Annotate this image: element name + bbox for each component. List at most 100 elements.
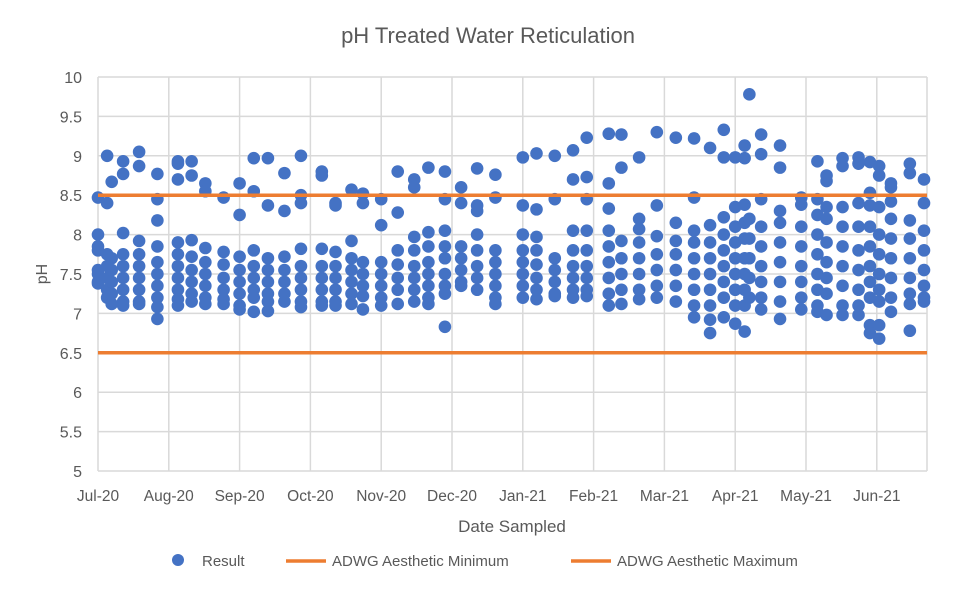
x-tick-label: Jun-21 — [853, 488, 900, 505]
data-point — [717, 228, 731, 241]
data-point — [132, 259, 146, 273]
data-point — [516, 228, 530, 241]
data-point — [247, 271, 261, 285]
data-point — [773, 312, 787, 326]
data-point — [743, 271, 756, 285]
data-point — [566, 291, 580, 304]
data-point — [278, 295, 291, 308]
data-point — [703, 326, 717, 340]
data-point — [171, 173, 185, 186]
legend-result-label: Result — [202, 553, 245, 570]
data-point — [329, 283, 342, 297]
data-point — [116, 248, 130, 261]
data-point — [863, 259, 877, 273]
data-point — [105, 251, 119, 265]
data-point — [422, 240, 435, 253]
data-point — [185, 233, 198, 247]
data-point — [580, 170, 594, 184]
data-point — [917, 196, 931, 210]
y-tick-label: 9.5 — [60, 109, 82, 126]
data-point — [754, 259, 768, 273]
data-point — [345, 263, 358, 277]
data-point — [703, 236, 717, 249]
data-point — [917, 224, 931, 237]
data-point — [703, 251, 717, 265]
data-point — [903, 214, 917, 227]
data-point — [345, 183, 358, 196]
data-point — [863, 220, 877, 234]
data-point — [422, 267, 435, 281]
data-point — [116, 299, 130, 312]
data-point — [872, 295, 886, 308]
data-point — [294, 259, 308, 273]
data-point — [247, 151, 261, 165]
x-tick-label: Apr-21 — [712, 488, 759, 505]
data-point — [374, 299, 388, 312]
data-point — [917, 173, 931, 186]
data-point — [454, 196, 468, 210]
data-point — [233, 287, 246, 301]
data-point — [602, 240, 616, 253]
x-tick-label: Jan-21 — [499, 488, 546, 505]
data-point — [632, 236, 646, 249]
data-point — [199, 297, 212, 311]
data-point — [516, 279, 530, 293]
x-tick-label: Sep-20 — [215, 488, 265, 505]
x-tick-label: Dec-20 — [427, 488, 477, 505]
data-point — [728, 283, 742, 297]
data-point — [773, 139, 787, 152]
data-point — [294, 149, 308, 163]
data-point — [632, 292, 646, 306]
data-point — [329, 199, 342, 212]
data-point — [185, 295, 198, 308]
x-tick-label: Oct-20 — [287, 488, 334, 505]
data-point — [438, 224, 452, 237]
data-point — [872, 267, 886, 281]
data-point — [530, 230, 543, 244]
data-point — [516, 291, 530, 304]
data-point — [863, 240, 877, 253]
data-point — [407, 181, 421, 194]
data-point — [669, 216, 683, 230]
data-point — [422, 297, 435, 311]
data-point — [738, 151, 751, 165]
data-point — [356, 196, 370, 210]
data-point — [743, 88, 756, 101]
data-point — [811, 155, 824, 168]
data-point — [566, 244, 580, 257]
data-point — [580, 224, 594, 237]
data-point — [754, 291, 768, 304]
data-point — [530, 292, 543, 306]
data-point — [872, 228, 886, 241]
data-point — [794, 220, 808, 234]
data-point — [171, 299, 185, 312]
data-point — [884, 305, 898, 319]
data-point — [728, 200, 742, 214]
data-point — [743, 212, 756, 226]
data-point — [872, 283, 886, 297]
data-point — [738, 325, 751, 338]
data-point — [754, 128, 768, 141]
data-point — [151, 267, 164, 281]
data-point — [116, 271, 130, 285]
data-point — [422, 255, 435, 269]
data-point — [738, 198, 751, 211]
data-point — [820, 200, 833, 214]
data-point — [105, 297, 119, 311]
data-point — [315, 283, 329, 297]
data-point — [391, 165, 405, 178]
data-point — [566, 224, 580, 237]
data-point — [669, 131, 683, 144]
data-point — [132, 159, 146, 173]
y-tick-label: 7 — [73, 306, 82, 323]
data-point — [132, 283, 146, 297]
data-point — [580, 259, 594, 273]
data-point — [489, 168, 502, 182]
data-point — [669, 279, 683, 293]
legend-minimum-label: ADWG Aesthetic Minimum — [332, 553, 509, 570]
data-point — [872, 318, 886, 332]
data-point — [687, 191, 701, 204]
data-point — [489, 297, 502, 311]
data-point — [489, 255, 502, 269]
data-point — [261, 151, 275, 165]
